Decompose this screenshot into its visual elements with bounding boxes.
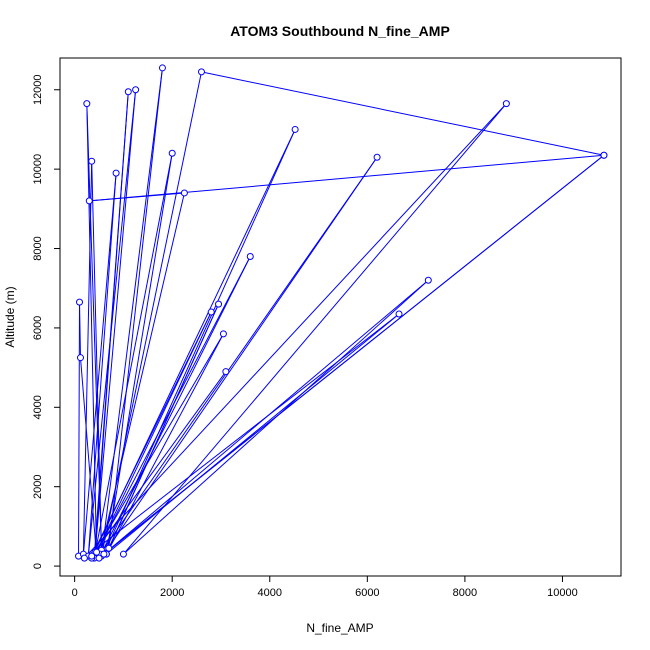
series-line-segment xyxy=(91,371,227,557)
data-point xyxy=(600,151,608,159)
data-point xyxy=(373,153,381,161)
data-point xyxy=(180,189,188,197)
series-line-segment xyxy=(78,302,81,557)
data-point xyxy=(119,550,127,558)
series-line-segment xyxy=(93,153,173,559)
x-tick-label: 8000 xyxy=(453,587,477,599)
series-line-segment xyxy=(91,311,212,557)
chart-title: ATOM3 Southbound N_fine_AMP xyxy=(230,23,450,39)
data-point xyxy=(76,354,84,362)
y-tick-label: 6000 xyxy=(32,316,44,340)
series-line-segment xyxy=(201,71,605,156)
series-line-segment xyxy=(103,279,429,555)
data-point xyxy=(80,554,88,562)
series-line-segment xyxy=(84,103,507,559)
data-point xyxy=(93,548,101,556)
data-point xyxy=(424,276,432,284)
y-tick-label: 2000 xyxy=(32,474,44,498)
x-tick-label: 2000 xyxy=(160,587,184,599)
x-tick-label: 0 xyxy=(72,587,78,599)
series-line-segment xyxy=(108,303,219,549)
data-point xyxy=(168,149,176,157)
data-series xyxy=(75,64,608,562)
data-point xyxy=(88,552,96,560)
series-line-segment xyxy=(89,192,185,202)
x-tick-label: 4000 xyxy=(258,587,282,599)
y-axis-label: Altitude (m) xyxy=(3,286,17,347)
plot-frame xyxy=(59,57,622,577)
data-point xyxy=(132,86,140,94)
y-tick-label: 8000 xyxy=(32,236,44,260)
series-line-segment xyxy=(86,103,102,551)
x-axis: 0 2000 4000 6000 8000 10000 xyxy=(72,576,578,599)
series-line-segment xyxy=(82,161,93,555)
data-point xyxy=(105,544,113,552)
series-line-segment xyxy=(79,357,98,557)
data-point xyxy=(95,554,103,562)
x-tick-label: 6000 xyxy=(355,587,379,599)
series-line-segment xyxy=(123,103,507,555)
series-line-segment xyxy=(98,154,605,559)
series-line-segment xyxy=(99,156,378,555)
data-point xyxy=(100,550,108,558)
data-point xyxy=(112,169,120,177)
data-point xyxy=(207,308,215,316)
data-point xyxy=(76,298,84,306)
series-line-segment xyxy=(100,67,163,557)
data-point xyxy=(215,300,223,308)
data-point xyxy=(124,88,132,96)
y-tick-label: 10000 xyxy=(32,154,44,185)
y-tick-label: 0 xyxy=(32,563,44,569)
series-line-segment xyxy=(86,103,98,557)
y-tick-label: 12000 xyxy=(32,74,44,105)
x-axis-label: N_fine_AMP xyxy=(306,621,373,635)
data-point xyxy=(85,197,93,205)
data-point xyxy=(222,368,230,376)
x-tick-label: 10000 xyxy=(547,587,578,599)
series-line-segment xyxy=(108,67,163,549)
series-line-segment xyxy=(94,89,137,553)
data-point xyxy=(158,64,166,72)
y-tick-label: 4000 xyxy=(32,395,44,419)
data-point xyxy=(502,100,510,108)
series-line-segment xyxy=(84,313,400,559)
series-line-segment xyxy=(98,256,251,559)
series-line-segment xyxy=(91,333,224,559)
series-line-segment xyxy=(79,302,81,358)
series-line-segment xyxy=(93,91,129,559)
series-line-segment xyxy=(103,156,378,555)
series-line-segment xyxy=(96,256,251,553)
series-line-segment xyxy=(105,153,173,555)
data-point xyxy=(395,310,403,318)
data-point xyxy=(246,252,254,260)
series-line-segment xyxy=(99,192,185,555)
data-point xyxy=(197,68,205,76)
series-line-segment xyxy=(87,173,117,557)
series-line-segment xyxy=(82,173,117,555)
data-point xyxy=(291,125,299,133)
data-point xyxy=(88,157,96,165)
data-point xyxy=(219,330,227,338)
series-line-segment xyxy=(105,333,224,555)
data-point xyxy=(83,100,91,108)
series-line-segment xyxy=(106,313,400,555)
y-axis: 0 2000 4000 6000 8000 10000 12000 xyxy=(32,74,60,569)
